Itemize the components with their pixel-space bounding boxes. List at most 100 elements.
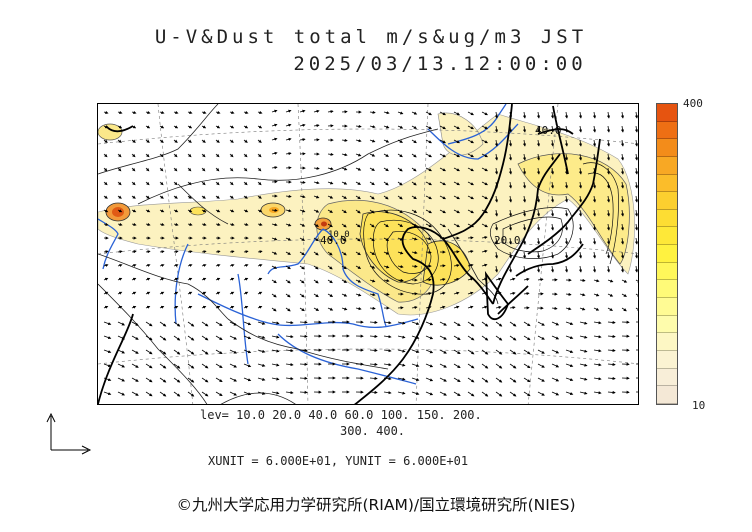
wind-vector bbox=[103, 125, 109, 129]
credit-line: ©九州大学応用力学研究所(RIAM)/国立環境研究所(NIES) bbox=[176, 496, 576, 514]
wind-vector bbox=[299, 307, 305, 312]
wind-vector bbox=[592, 111, 597, 119]
wind-vector bbox=[495, 321, 503, 327]
wind-vector bbox=[634, 195, 638, 203]
wind-vector bbox=[271, 137, 278, 141]
wind-vector bbox=[467, 139, 475, 144]
wind-vector bbox=[187, 125, 193, 129]
wind-vector bbox=[536, 139, 541, 147]
wind-vector bbox=[215, 125, 221, 129]
wind-vector bbox=[383, 251, 390, 255]
wind-vector bbox=[313, 223, 319, 227]
wind-vector bbox=[215, 209, 221, 213]
wind-vector bbox=[215, 321, 223, 327]
wind-vector bbox=[285, 377, 294, 381]
wind-vector bbox=[145, 153, 150, 158]
wind-vector bbox=[579, 335, 588, 339]
wind-vector bbox=[159, 222, 165, 226]
wind-vector bbox=[634, 139, 638, 147]
wind-vector bbox=[229, 321, 238, 326]
wind-vector bbox=[397, 223, 404, 227]
wind-vector bbox=[173, 167, 178, 172]
wind-vector bbox=[187, 263, 193, 267]
wind-vector bbox=[453, 391, 461, 397]
wind-vector bbox=[383, 153, 389, 157]
wind-vector bbox=[145, 363, 153, 369]
wind-vector bbox=[271, 307, 277, 312]
wind-vector bbox=[564, 167, 569, 175]
wind-vector bbox=[131, 349, 139, 354]
wind-vector bbox=[369, 237, 375, 242]
wind-vector bbox=[593, 307, 600, 311]
wind-vector bbox=[537, 278, 544, 282]
wind-vector bbox=[411, 167, 417, 172]
wind-vector bbox=[537, 321, 545, 326]
wind-vector bbox=[495, 377, 503, 383]
wind-vector bbox=[467, 363, 475, 369]
wind-vector bbox=[313, 279, 319, 284]
wind-vector bbox=[159, 139, 164, 143]
wind-vector bbox=[187, 377, 195, 383]
wind-vector bbox=[439, 223, 447, 228]
wind-vector bbox=[285, 109, 292, 113]
wind-vector bbox=[215, 263, 221, 267]
wind-vector bbox=[593, 293, 600, 297]
wind-vector bbox=[425, 125, 433, 130]
wind-vector bbox=[243, 335, 252, 340]
wind-vector bbox=[271, 251, 278, 255]
wind-vector bbox=[579, 293, 586, 297]
wind-vector bbox=[355, 195, 361, 200]
wind-vector bbox=[159, 391, 167, 397]
wind-vector bbox=[313, 307, 320, 311]
wind-vector bbox=[397, 349, 406, 353]
wind-vector bbox=[592, 251, 597, 259]
wind-vector bbox=[187, 277, 193, 281]
wind-vector bbox=[103, 195, 108, 199]
wind-vector bbox=[327, 251, 333, 256]
wind-vector bbox=[578, 111, 583, 119]
contour-levels-line1: lev= 10.0 20.0 40.0 60.0 100. 150. 200. bbox=[200, 408, 482, 422]
wind-vector bbox=[550, 153, 555, 161]
wind-vector bbox=[593, 279, 600, 283]
wind-vector bbox=[620, 265, 625, 273]
wind-vector bbox=[467, 153, 475, 158]
wind-vector bbox=[411, 209, 418, 213]
wind-vector bbox=[634, 181, 638, 189]
wind-vector bbox=[453, 139, 461, 144]
wind-vector bbox=[425, 391, 434, 396]
wind-vector bbox=[536, 153, 541, 161]
wind-vector bbox=[439, 321, 447, 326]
wind-vector bbox=[606, 209, 611, 217]
chart-timestamp: 2025/03/13.12:00:00 bbox=[293, 53, 587, 75]
wind-vector bbox=[508, 153, 513, 161]
wind-vector bbox=[439, 363, 447, 368]
wind-vector bbox=[229, 181, 234, 186]
wind-vector bbox=[551, 377, 560, 382]
wind-vector bbox=[425, 321, 434, 326]
wind-vector bbox=[550, 251, 555, 259]
wind-vector bbox=[257, 139, 262, 143]
wind-vector bbox=[355, 181, 361, 185]
wind-vector bbox=[411, 237, 418, 241]
wind-vector bbox=[117, 167, 122, 172]
wind-vector bbox=[425, 181, 433, 186]
wind-vector bbox=[537, 363, 545, 368]
wind-vector bbox=[494, 209, 499, 217]
wind-vector bbox=[159, 209, 165, 213]
wind-vector bbox=[425, 250, 432, 254]
wind-vector bbox=[285, 209, 292, 213]
dust-level-60 bbox=[359, 211, 430, 283]
wind-vector bbox=[522, 195, 527, 203]
wind-vector bbox=[607, 320, 616, 325]
wind-vector bbox=[145, 110, 151, 114]
wind-vector bbox=[453, 363, 461, 369]
wind-vector bbox=[173, 363, 181, 369]
wind-vector bbox=[257, 391, 266, 395]
wind-vector bbox=[523, 363, 531, 369]
wind-vector bbox=[117, 391, 126, 396]
wind-vector bbox=[606, 237, 611, 245]
wind-vector bbox=[495, 363, 503, 369]
wind-vector bbox=[215, 277, 221, 281]
wind-vector bbox=[117, 263, 123, 267]
wind-vector bbox=[593, 335, 602, 339]
